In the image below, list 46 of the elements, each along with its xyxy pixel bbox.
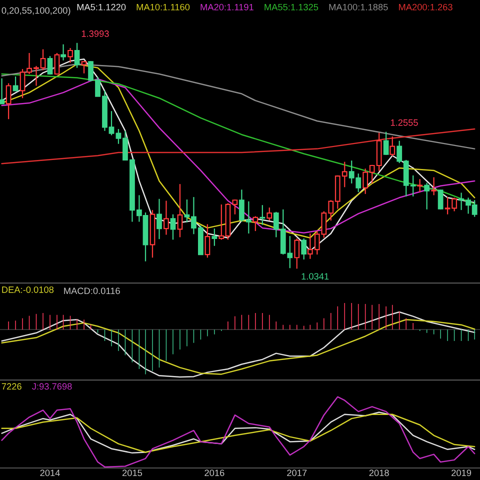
candlestick: [204, 224, 210, 258]
text: MA200:1.263: [399, 4, 452, 10]
candlestick: [294, 238, 300, 270]
x-tick-label: 2014: [40, 470, 60, 476]
candlestick: [81, 60, 87, 74]
candlestick: [438, 189, 444, 210]
candlestick: [417, 178, 423, 193]
annotation: 1.0341: [302, 273, 329, 280]
candlestick: [60, 44, 66, 61]
candlestick: [424, 182, 430, 210]
candlestick: [170, 214, 176, 240]
x-tick-label: 2015: [122, 470, 142, 476]
candlestick: [266, 206, 272, 222]
text: MA55:1.1325: [264, 4, 318, 10]
text: MACD:0.0116: [64, 288, 120, 294]
text: MA100:1.1885: [329, 4, 388, 10]
candlestick: [0, 78, 4, 104]
candlestick: [390, 136, 396, 157]
candlestick: [47, 56, 53, 76]
annotation: 1.2555: [390, 119, 418, 126]
text: MA10:1.1160: [136, 4, 190, 10]
text: MA5:1.1220: [77, 4, 126, 10]
candlestick: [252, 216, 258, 232]
candlestick: [301, 238, 307, 260]
candlestick: [6, 82, 12, 120]
x-tick-label: 2016: [204, 470, 224, 476]
x-tick-label: 2018: [369, 470, 389, 476]
candlestick: [431, 176, 437, 196]
candlestick: [177, 184, 183, 238]
text: J:93.7698: [32, 383, 72, 390]
candlestick: [12, 76, 18, 92]
candlestick: [156, 198, 162, 240]
text: 7226: [2, 383, 22, 390]
x-tick-label: 2017: [287, 470, 307, 476]
candlestick: [164, 200, 169, 236]
text: DEA:-0.0108: [2, 286, 54, 293]
candlestick: [54, 52, 60, 76]
text: MA20:1.1191: [200, 4, 254, 10]
candlestick: [260, 204, 266, 226]
x-tick-label: 2019: [452, 470, 472, 476]
candlestick: [68, 47, 73, 64]
chart-title: 0,20,55,100,200): [2, 7, 70, 16]
candlestick: [212, 228, 218, 246]
annotation: 1.3993: [82, 30, 109, 37]
candlestick: [74, 42, 80, 68]
candlestick: [383, 131, 389, 156]
